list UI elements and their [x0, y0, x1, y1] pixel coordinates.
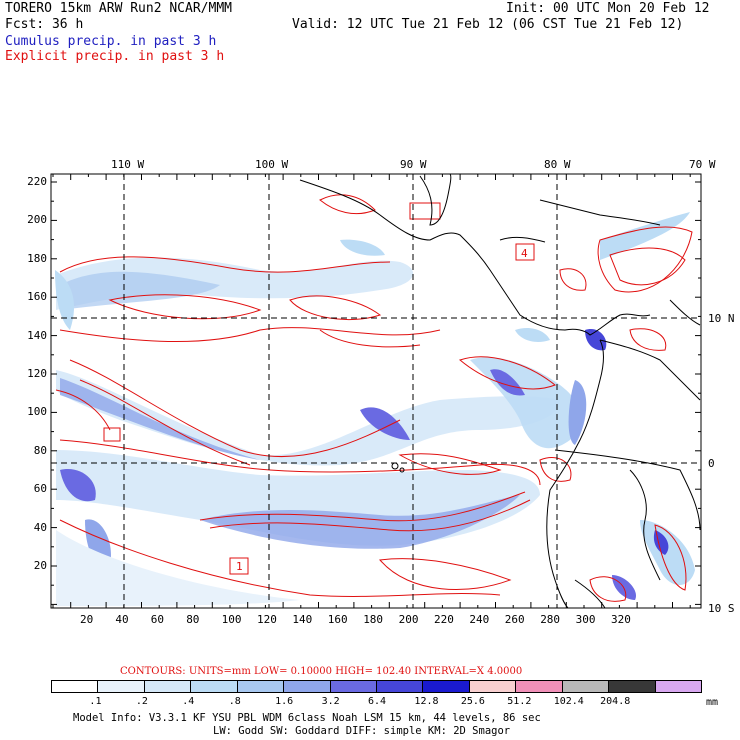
colorbar-label: 25.6: [460, 696, 485, 707]
colorbar-swatch: [329, 680, 377, 693]
explicit-title: Explicit precip. in past 3 h: [5, 49, 225, 64]
cumulus-precip-shading: [55, 212, 695, 606]
colorbar-swatch: [190, 680, 238, 693]
lon-label-80w: 80 W: [544, 158, 571, 171]
x-tick-label: 40: [115, 613, 129, 626]
x-tick-label: 20: [80, 613, 94, 626]
coastlines: [299, 174, 701, 608]
cumulus-title: Cumulus precip. in past 3 h: [5, 34, 217, 49]
x-tick-label: 100: [221, 613, 242, 626]
lon-label-70w: 70 W: [689, 158, 716, 171]
contours-caption: CONTOURS: UNITS=mm LOW= 0.10000 HIGH= 10…: [120, 666, 523, 677]
colorbar-swatch: [468, 680, 517, 693]
colorbar-label: 204.8: [600, 696, 631, 707]
colorbar-swatch: [422, 680, 470, 693]
colorbar-swatch: [236, 680, 285, 693]
colorbar-swatch: [283, 680, 331, 693]
y-tick-label: 180: [27, 251, 47, 265]
latlon-grid: [51, 174, 701, 608]
colorbar-swatch: [376, 680, 424, 693]
y-tick-label: 100: [27, 405, 47, 419]
lon-label-100w: 100 W: [255, 158, 289, 171]
colorbar-swatch: [51, 680, 99, 693]
lat-label-0: 0: [708, 457, 715, 470]
model-info-line1: Model Info: V3.3.1 KF YSU PBL WDM 6class…: [73, 712, 541, 724]
colorbar-label: .1: [89, 696, 102, 707]
init-time: Init: 00 UTC Mon 20 Feb 12: [506, 1, 710, 16]
colorbar-unit: mm: [706, 697, 719, 708]
explicit-precip-contours: [55, 194, 693, 602]
x-tick-label: 320: [611, 613, 631, 626]
colorbar-label: .4: [182, 696, 195, 707]
map-frame: [50, 173, 702, 609]
colorbar-swatch: [97, 680, 145, 693]
y-tick-label: 120: [27, 367, 47, 380]
y-tick-label: 40: [33, 520, 47, 534]
lat-label-10n: 10 N: [708, 312, 735, 325]
y-tick-label: 80: [33, 443, 47, 457]
lon-label-110w: 110 W: [111, 158, 145, 171]
model-title: TORERO 15km ARW Run2 NCAR/MMM: [5, 1, 232, 16]
y-tick-label: 220: [27, 175, 47, 188]
axis-ticks: [51, 174, 701, 608]
colorbar-swatch: [608, 680, 656, 693]
model-info-line2: LW: Godd SW: Goddard DIFF: simple KM: 2D…: [213, 725, 511, 737]
box-label-4: 4: [521, 247, 528, 260]
x-tick-label: 160: [327, 613, 348, 626]
y-tick-label: 140: [27, 328, 47, 342]
x-tick-label: 120: [257, 613, 277, 626]
y-tick-label: 20: [33, 559, 47, 572]
box-label-1: 1: [236, 560, 243, 573]
x-tick-label: 60: [150, 613, 165, 626]
lon-label-90w: 90 W: [400, 158, 427, 171]
contour-marker-boxes: [103, 202, 535, 575]
colorbar-swatch: [143, 680, 192, 693]
x-tick-label: 180: [363, 613, 384, 626]
colorbar-label: 6.4: [368, 696, 387, 707]
x-tick-label: 200: [398, 613, 419, 626]
x-tick-label: 260: [504, 613, 525, 626]
forecast-hour: Fcst: 36 h: [5, 17, 84, 32]
colorbar-label: 51.2: [507, 696, 532, 707]
x-tick-label: 280: [540, 613, 561, 626]
colorbar-label: .8: [228, 696, 241, 707]
colorbar-swatch: [561, 680, 610, 693]
x-tick-label: 220: [434, 613, 454, 626]
x-tick-label: 80: [186, 613, 200, 626]
colorbar-label: .2: [135, 696, 148, 707]
y-tick-label: 60: [33, 482, 47, 496]
x-tick-label: 240: [469, 613, 490, 626]
y-tick-label: 200: [27, 213, 47, 227]
lat-label-10s: 10 S: [708, 602, 735, 615]
x-tick-label: 140: [292, 613, 313, 626]
colorbar-label: 3.2: [321, 696, 340, 707]
x-tick-label: 300: [575, 613, 596, 626]
colorbar-swatch: [654, 680, 702, 693]
valid-time: Valid: 12 UTC Tue 21 Feb 12 (06 CST Tue …: [292, 17, 684, 32]
colorbar-label: 102.4: [553, 696, 584, 707]
y-tick-label: 160: [27, 290, 47, 304]
colorbar-label: 1.6: [275, 696, 294, 707]
colorbar-swatch: [515, 680, 563, 693]
colorbar-label: 12.8: [414, 696, 439, 707]
